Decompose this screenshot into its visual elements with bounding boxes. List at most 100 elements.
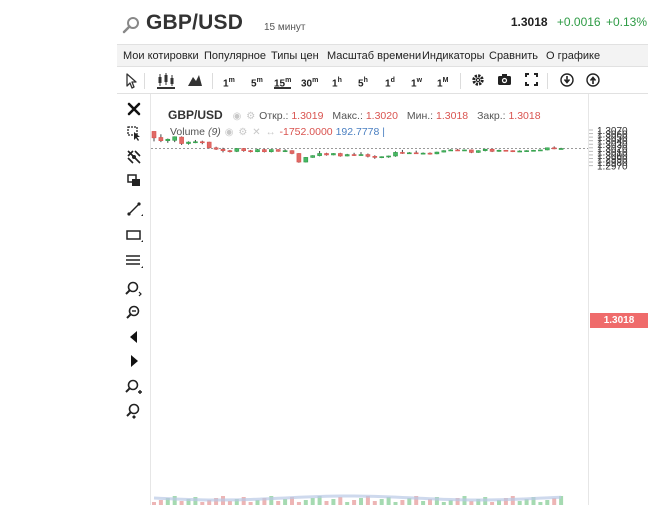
candle — [379, 156, 384, 159]
menu-price-types[interactable]: Типы цен — [271, 50, 319, 62]
candle — [420, 152, 426, 155]
volume-bar — [428, 499, 432, 505]
candle-body — [455, 149, 460, 152]
price-axis-svg: 1.30701.30601.30501.30401.30301.30201.30… — [589, 126, 628, 173]
settings-small-icon[interactable]: ⚙ — [238, 127, 248, 138]
eye-icon[interactable]: ◉ — [224, 127, 234, 138]
volume-positive-value: 192.7778 — [335, 126, 380, 138]
candle — [255, 148, 260, 153]
symbol-title: GBP/USD — [146, 11, 244, 34]
interval-1m[interactable]: 1m — [223, 77, 235, 90]
interval-30m[interactable]: 30m — [301, 77, 319, 90]
candle — [275, 149, 281, 152]
volume-bar — [158, 500, 163, 505]
chart-plot-area[interactable] — [151, 94, 588, 505]
search-icon[interactable] — [122, 16, 140, 34]
candle-body — [255, 149, 260, 153]
candle — [151, 131, 157, 142]
candle-body — [151, 131, 157, 139]
candle-body — [372, 156, 378, 158]
magic-icon[interactable] — [125, 148, 143, 166]
candle — [406, 152, 412, 155]
candle — [455, 148, 460, 152]
interval-5h[interactable]: 5h — [358, 77, 368, 90]
menu-compare[interactable]: Сравнить — [489, 50, 539, 62]
eye-icon[interactable]: ◉ — [232, 111, 242, 122]
ohlc-legend: GBP/USD ◉ ⚙ Откр.: 1.3019 Макс.: 1.3020 … — [168, 108, 547, 122]
candle — [538, 149, 543, 152]
zoom-reset-icon[interactable] — [125, 402, 143, 420]
last-price: 1.3018 — [510, 15, 548, 29]
zoom-in-icon[interactable] — [125, 280, 143, 298]
candles-icon[interactable] — [157, 73, 175, 89]
close-icon[interactable] — [125, 100, 143, 118]
candle — [296, 153, 302, 163]
fullscreen-icon[interactable] — [525, 73, 538, 89]
candle — [365, 153, 371, 158]
scroll-left-icon[interactable] — [125, 328, 143, 346]
gear-icon[interactable] — [471, 73, 485, 89]
price-tick-label: 1.3030 — [597, 140, 628, 151]
candle — [427, 152, 433, 155]
volume-bar — [296, 502, 301, 505]
volume-bar — [476, 499, 481, 505]
upload-icon[interactable] — [586, 73, 600, 89]
candle-body — [393, 152, 398, 157]
interval-5m[interactable]: 5m — [251, 77, 263, 90]
layers-icon[interactable] — [125, 172, 143, 190]
menu-about-chart[interactable]: О графике — [546, 50, 601, 62]
camera-icon[interactable] — [497, 73, 512, 89]
download-icon[interactable] — [560, 73, 574, 89]
candle — [441, 150, 447, 153]
close-small-icon[interactable]: ✕ — [252, 127, 261, 138]
candle-body — [379, 156, 384, 159]
legend-low-value: 1.3018 — [436, 110, 469, 122]
trend-line-icon[interactable] — [125, 200, 143, 218]
candle-body — [558, 148, 564, 150]
legend-symbol: GBP/USD — [168, 108, 223, 122]
volume-bar — [262, 498, 267, 505]
candlestick-chart[interactable] — [151, 94, 588, 505]
interval-1w[interactable]: 1w — [411, 77, 423, 90]
drawing-tools-panel — [117, 94, 151, 505]
interval-1d[interactable]: 1d — [385, 77, 395, 90]
zoom-out-icon[interactable] — [125, 304, 143, 322]
candle — [158, 134, 164, 143]
fib-lines-icon[interactable] — [125, 252, 143, 270]
price-tick-label: 1.3020 — [597, 144, 628, 155]
candle — [544, 147, 550, 151]
volume-bar — [269, 496, 274, 505]
candle — [469, 149, 474, 154]
expand-small-icon[interactable]: ↔ — [265, 127, 276, 138]
menu-time-scale[interactable]: Масштаб времени — [327, 50, 422, 62]
volume-bar — [407, 498, 412, 505]
candle — [372, 155, 378, 159]
price-tick-label: 1.3050 — [597, 133, 628, 144]
candle — [165, 138, 171, 143]
volume-bar — [414, 496, 419, 505]
area-chart-icon[interactable] — [187, 73, 203, 89]
candle — [317, 151, 322, 157]
candle-body — [296, 153, 302, 163]
scroll-right-icon[interactable] — [125, 352, 143, 370]
interval-1h[interactable]: 1h — [332, 77, 342, 90]
menu-indicators[interactable]: Индикаторы — [422, 50, 485, 62]
volume-bar — [152, 502, 156, 505]
menu-popular[interactable]: Популярное — [204, 50, 267, 62]
cursor-icon[interactable] — [125, 73, 137, 89]
price-axis[interactable]: 1.3070 1.3060 1.3050 1.3040 1.3030 1.3020 1.30… — [588, 94, 648, 505]
select-icon[interactable] — [125, 124, 143, 142]
zoom-plus-icon[interactable] — [125, 378, 143, 396]
menu-my-quotes[interactable]: Мои котировки — [123, 50, 199, 62]
settings-small-icon[interactable]: ⚙ — [246, 111, 256, 122]
candle-body — [503, 149, 509, 152]
candle — [510, 150, 516, 153]
rectangle-icon[interactable] — [125, 226, 143, 244]
candle-body — [551, 147, 557, 150]
interval-15m[interactable]: 15m — [274, 73, 292, 89]
candle-body — [406, 152, 412, 155]
interval-1M[interactable]: 1M — [437, 77, 449, 90]
candle-body — [338, 153, 343, 157]
candle-body — [324, 153, 329, 156]
candle-body — [427, 152, 433, 155]
